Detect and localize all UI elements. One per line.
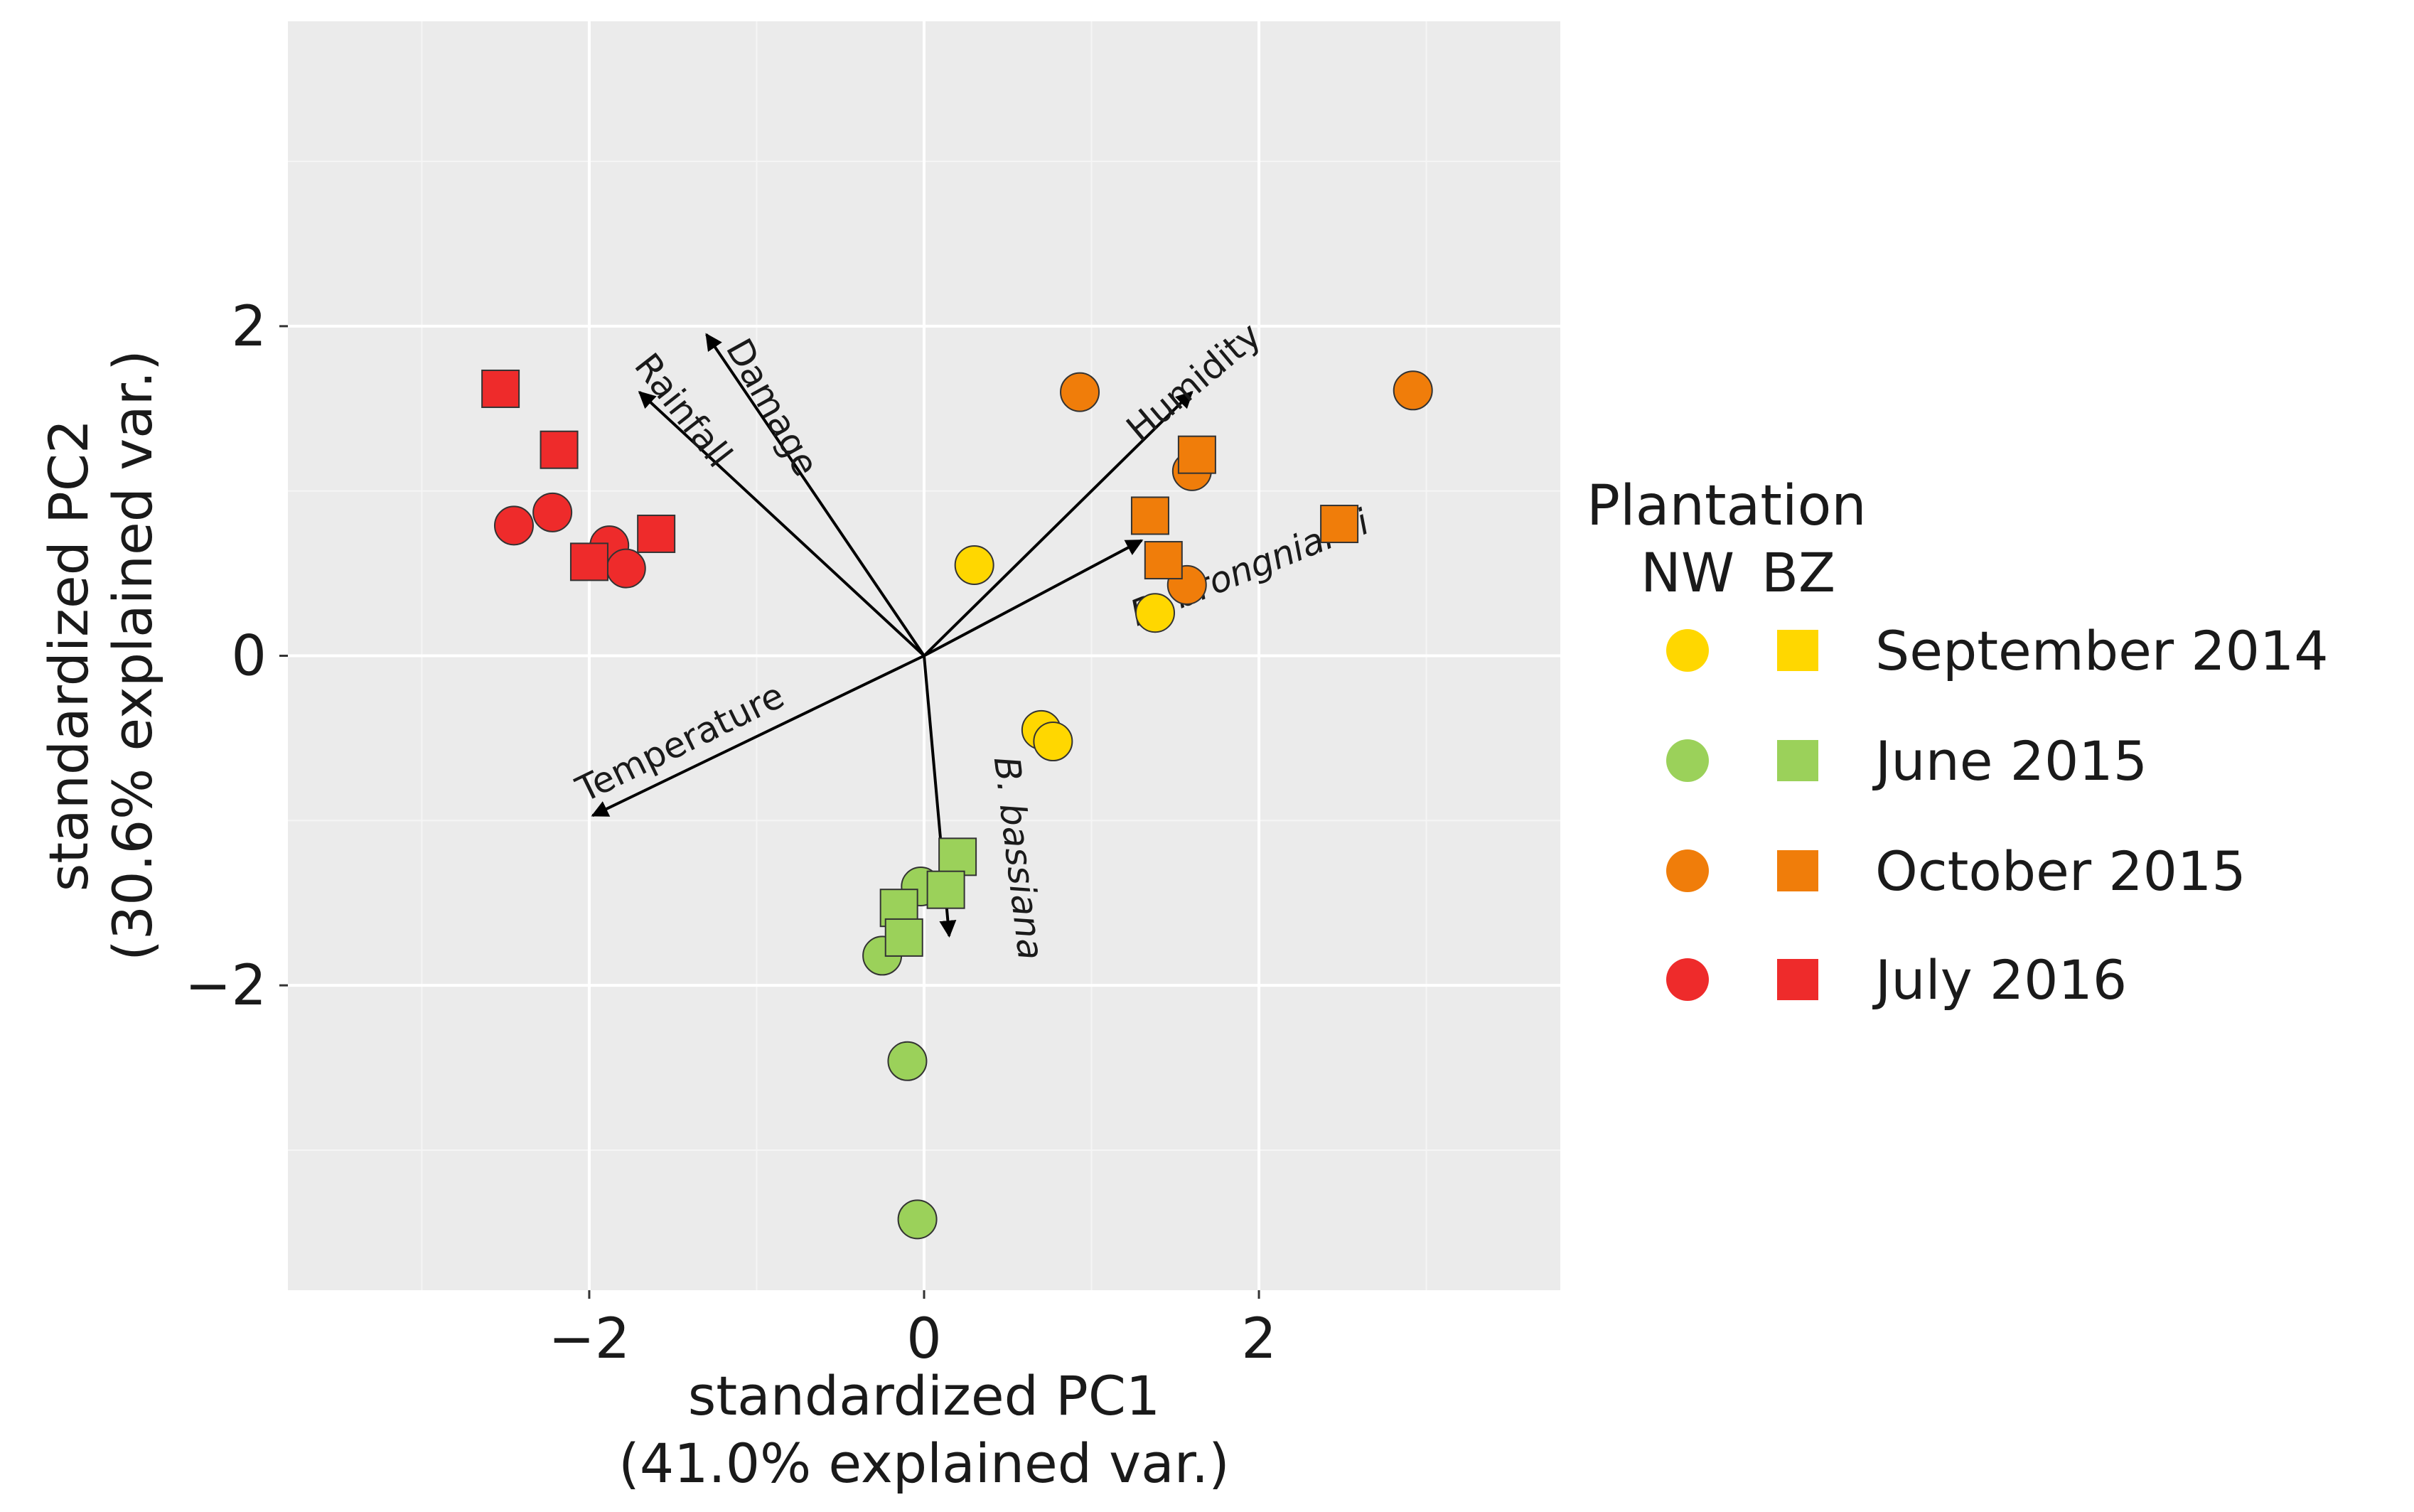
loading-arrow-rainfall: [638, 390, 926, 657]
loading-arrow-damage: [705, 333, 926, 657]
legend-shape-label-nw: NW: [1641, 541, 1734, 604]
x-axis-label: standardized PC1: [688, 1364, 1161, 1427]
x-tick-label: −2: [548, 1307, 630, 1371]
data-point-square: [569, 542, 608, 581]
data-point-circle: [606, 548, 646, 589]
legend-label: September 2014: [1875, 619, 2329, 682]
data-point-square: [1144, 541, 1183, 580]
data-point-square: [1320, 505, 1359, 544]
data-point-circle: [1033, 722, 1073, 762]
data-point-square: [540, 430, 579, 469]
y-axis-label-line2: (30.6% explained var.): [101, 350, 164, 961]
legend-label: July 2016: [1872, 948, 2127, 1012]
data-point-square: [1177, 435, 1216, 474]
data-point-square: [926, 870, 965, 909]
data-point-circle: [1135, 593, 1176, 633]
loading-arrow-temperature: [591, 654, 925, 817]
legend-shape-label-bz: BZ: [1761, 541, 1835, 604]
data-point-circle: [954, 545, 994, 585]
y-tick-label: 2: [231, 295, 267, 359]
axis-ticks: −2 0 2 −2 0 2: [185, 295, 1277, 1371]
legend-circle-swatch: [1666, 849, 1709, 892]
legend-square-swatch: [1777, 630, 1818, 671]
legend-square-swatch: [1777, 850, 1818, 891]
data-point-circle: [887, 1041, 928, 1081]
legend-label: October 2015: [1875, 840, 2246, 903]
x-tick-label: 2: [1241, 1307, 1277, 1371]
legend-title: Plantation: [1587, 474, 1867, 538]
loading-arrow-humidity: [923, 390, 1193, 657]
data-point-circle: [1060, 372, 1100, 412]
x-axis-label-line2: (41.0% explained var.): [618, 1432, 1230, 1495]
legend-circle-swatch: [1666, 629, 1709, 672]
data-point-square: [637, 514, 676, 553]
data-point-circle: [897, 1199, 938, 1240]
data-points: [481, 369, 1433, 1240]
legend-items: September 2014 June 2015 October 2015 July …: [1666, 619, 2329, 1012]
legend-square-swatch: [1777, 959, 1818, 1000]
x-tick-label: 0: [906, 1307, 942, 1371]
y-tick-label: −2: [185, 954, 267, 1018]
y-tick-label: 0: [231, 625, 267, 689]
y-axis-label: standardized PC2: [37, 419, 100, 892]
legend-circle-swatch: [1666, 739, 1709, 782]
data-point-square: [1130, 496, 1169, 535]
data-point-square: [481, 369, 520, 408]
legend-circle-swatch: [1666, 958, 1709, 1001]
legend-label: June 2015: [1872, 729, 2147, 793]
data-point-circle: [532, 492, 573, 532]
legend-square-swatch: [1777, 740, 1818, 781]
data-point-circle: [493, 505, 534, 546]
data-point-circle: [1393, 370, 1433, 411]
loading-arrow-b-brongniartii: [923, 539, 1144, 658]
data-point-square: [884, 918, 923, 957]
legend: Plantation NW BZ September 2014 June 2015…: [1587, 474, 2329, 1012]
data-point-square: [938, 837, 977, 876]
